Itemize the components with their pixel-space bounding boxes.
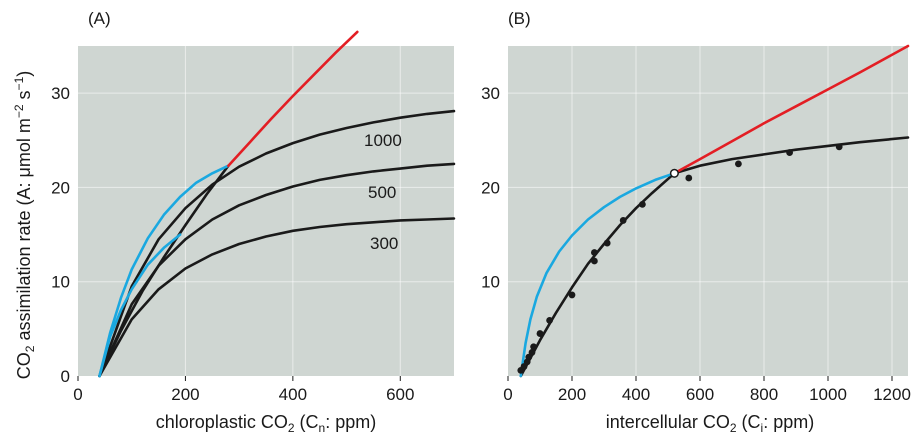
panel-a-series-red-line: [227, 30, 359, 167]
panel-b-plot-area: [508, 46, 908, 376]
panel-a-x-tick-label: 400: [279, 385, 307, 404]
panel-a-grid: [78, 46, 454, 376]
panel-b-data-point: [603, 239, 611, 247]
panel-a-label: (A): [88, 9, 111, 28]
panel-a-y-tick-label: 20: [51, 178, 70, 197]
panel-b-data-point: [536, 330, 544, 337]
panel-b-data-point: [786, 149, 793, 156]
panel-a-x-tick-label: 0: [73, 385, 82, 404]
panel-b-x-tick-label: 200: [558, 385, 586, 404]
panel-a-series-blue-line: [98, 164, 230, 378]
panel-a-series: [98, 30, 456, 378]
panel-b-series-red-line: [673, 44, 910, 175]
panel-b-x-axis-label: intercellular CO2 (Ci: ppm): [606, 412, 814, 435]
panel-b: (B) 0 200 400 600 800 1000 1200 10 20 30 intercel…: [481, 9, 911, 435]
panel-a-ticks: 0 200 400 600 0 10 20 30: [51, 84, 414, 404]
panel-b-points: [517, 143, 843, 374]
panel-a: (A) 0 200 400 600 0 10 20 30 1000 500 300 chlor…: [51, 9, 456, 435]
panel-a-series-black-line: [98, 164, 230, 378]
panel-b-y-tick-label: 10: [481, 273, 500, 292]
panel-a-series-black-line: [98, 162, 456, 378]
curve-label-500: 500: [368, 183, 396, 202]
panel-b-x-tick-label: 800: [750, 385, 778, 404]
panel-a-y-tick-label: 30: [51, 84, 70, 103]
panel-b-data-point: [591, 249, 598, 256]
panel-b-data-point: [619, 217, 627, 224]
curve-label-300: 300: [370, 234, 398, 253]
panel-b-data-point: [735, 160, 742, 168]
panel-a-series-black-line: [98, 109, 456, 378]
panel-b-x-tick-label: 1000: [809, 385, 847, 404]
panel-b-x-tick-label: 0: [503, 385, 512, 404]
panel-a-series-blue-line: [98, 233, 182, 378]
panel-b-grid: [508, 46, 908, 376]
panel-a-x-tick-label: 200: [171, 385, 199, 404]
panel-a-series-black-line: [98, 217, 456, 378]
panel-a-x-tick-label: 600: [386, 385, 414, 404]
panel-b-ticks: 0 200 400 600 800 1000 1200 10 20 30: [481, 84, 911, 404]
panel-b-y-tick-label: 30: [481, 84, 500, 103]
panel-b-data-point: [591, 257, 598, 265]
panel-b-data-point: [685, 174, 693, 182]
panel-b-data-point: [528, 349, 536, 356]
panel-b-data-point: [568, 291, 576, 299]
y-axis-label: CO2 assimilation rate (A: μmol m−2 s−1): [12, 71, 37, 380]
panel-a-x-axis-label: chloroplastic CO2 (Cn: ppm): [156, 412, 376, 435]
panel-b-x-tick-label: 400: [622, 385, 650, 404]
panel-a-plot-area: [78, 46, 454, 376]
panel-a-y-tick-label: 0: [61, 367, 70, 386]
panel-b-y-tick-label: 20: [481, 178, 500, 197]
panel-b-data-point: [530, 343, 537, 351]
panel-b-data-point: [546, 316, 553, 324]
panel-b-series-blue-line: [519, 172, 676, 378]
panel-b-series-black-line: [519, 136, 910, 378]
panel-b-data-point: [639, 201, 646, 208]
panel-a-y-tick-label: 10: [51, 273, 70, 292]
panel-b-x-tick-label: 600: [686, 385, 714, 404]
panel-b-x-tick-label: 1200: [873, 385, 911, 404]
panel-b-data-point: [835, 143, 843, 151]
curve-label-1000: 1000: [364, 131, 402, 150]
panel-b-series: [519, 44, 910, 378]
panel-b-transition-point: [669, 168, 679, 178]
panel-b-label: (B): [508, 9, 531, 28]
